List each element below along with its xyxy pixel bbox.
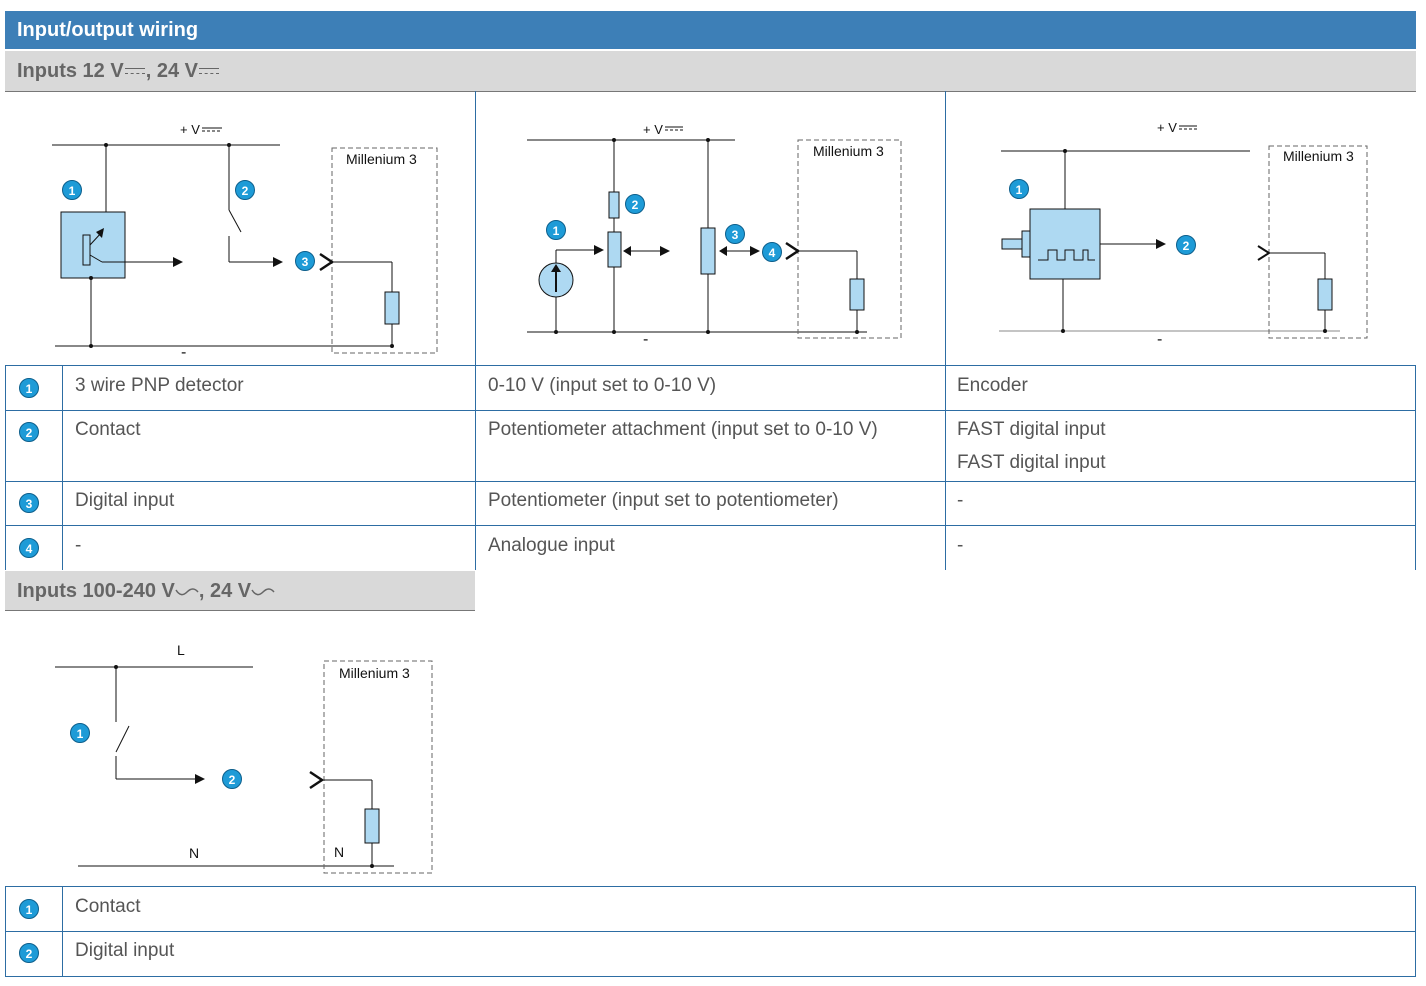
supply-label: + V (643, 122, 663, 137)
column-divider (945, 91, 946, 570)
marker-2: 2 (1176, 235, 1196, 255)
row-marker-2: 2 (19, 943, 39, 963)
wiring-diagram-encoder: + V - Millenium 3 (999, 120, 1368, 348)
module-label: Millenium 3 (1283, 148, 1354, 164)
ac-row1-label: Contact (75, 896, 141, 917)
ac-symbol (175, 588, 199, 596)
supply-label: + V (180, 122, 200, 137)
row2-col3-line1: FAST digital input (957, 419, 1106, 440)
table-line (5, 886, 1416, 887)
table-line (62, 886, 63, 976)
line-label: L (177, 642, 185, 658)
table-line (5, 365, 1416, 366)
section-label-100-240v: Inputs 100-240 V (17, 580, 175, 602)
table-line (62, 365, 63, 570)
marker-1: 1 (70, 723, 90, 743)
row3-col1: Digital input (75, 490, 175, 511)
module-label: Millenium 3 (813, 143, 884, 159)
marker-4: 4 (762, 242, 782, 262)
row-marker-3: 3 (19, 493, 39, 513)
marker-1: 1 (1009, 179, 1029, 199)
row-marker-4: 4 (19, 538, 39, 558)
marker-2: 2 (222, 769, 242, 789)
row2-col3-line2: FAST digital input (957, 452, 1106, 473)
section-header-ac: Inputs 100-240 V , 24 V (5, 571, 475, 611)
row4-col1: - (75, 535, 82, 556)
row1-col2: 0-10 V (input set to 0-10 V) (488, 375, 717, 396)
row-marker-2: 2 (19, 422, 39, 442)
row3-col3: - (957, 490, 964, 511)
table-line (5, 886, 6, 976)
supply-label: + V (1157, 120, 1177, 135)
ac-symbol (251, 588, 275, 596)
dc-symbol (198, 63, 220, 77)
section-label-24v: , 24 V (145, 60, 198, 82)
table-line (5, 931, 1416, 932)
section-header-dc: Inputs 12 V , 24 V (5, 51, 1416, 91)
section-divider (5, 91, 1416, 92)
module-label: Millenium 3 (339, 665, 410, 681)
marker-1: 1 (62, 180, 82, 200)
wiring-diagram-ac-contact: L N Millenium 3 N (55, 642, 433, 874)
marker-3: 3 (295, 251, 315, 271)
section-label-24v-ac: , 24 V (198, 580, 252, 602)
row-marker-1: 1 (19, 899, 39, 919)
table-line (1415, 886, 1416, 976)
minus-label: - (643, 331, 648, 348)
row3-col2: Potentiometer (input set to potentiomete… (488, 490, 839, 511)
table-line (5, 976, 1416, 977)
table-line (5, 525, 1416, 526)
table-line (1415, 365, 1416, 570)
column-divider (475, 91, 476, 570)
marker-2: 2 (235, 180, 255, 200)
marker-3: 3 (725, 224, 745, 244)
row2-col1: Contact (75, 419, 141, 440)
row-marker-1: 1 (19, 378, 39, 398)
minus-label: - (1157, 331, 1162, 348)
section-label-12v: Inputs 12 V (17, 60, 124, 82)
table-line (5, 365, 6, 570)
row2-col2: Potentiometer attachment (input set to 0… (488, 419, 878, 440)
table-line (5, 481, 1416, 482)
page-title: Input/output wiring (5, 11, 1416, 49)
row1-col1: 3 wire PNP detector (75, 375, 244, 396)
wiring-diagram-potentiometer: + V - Millenium 3 (527, 122, 902, 348)
dc-symbol (124, 63, 146, 77)
ac-row2-label: Digital input (75, 940, 175, 961)
row4-col2: Analogue input (488, 535, 615, 556)
module-label: Millenium 3 (346, 151, 417, 167)
neutral-label-inner: N (334, 844, 344, 860)
row1-col3: Encoder (957, 375, 1028, 396)
marker-2: 2 (625, 194, 645, 214)
wiring-diagram-pnp-contact: + V - Millenium 3 (52, 122, 438, 360)
table-line (5, 410, 1416, 411)
row4-col3: - (957, 535, 964, 556)
marker-1: 1 (546, 220, 566, 240)
minus-label: - (181, 344, 186, 360)
neutral-label: N (189, 845, 199, 861)
section-divider (5, 610, 475, 611)
